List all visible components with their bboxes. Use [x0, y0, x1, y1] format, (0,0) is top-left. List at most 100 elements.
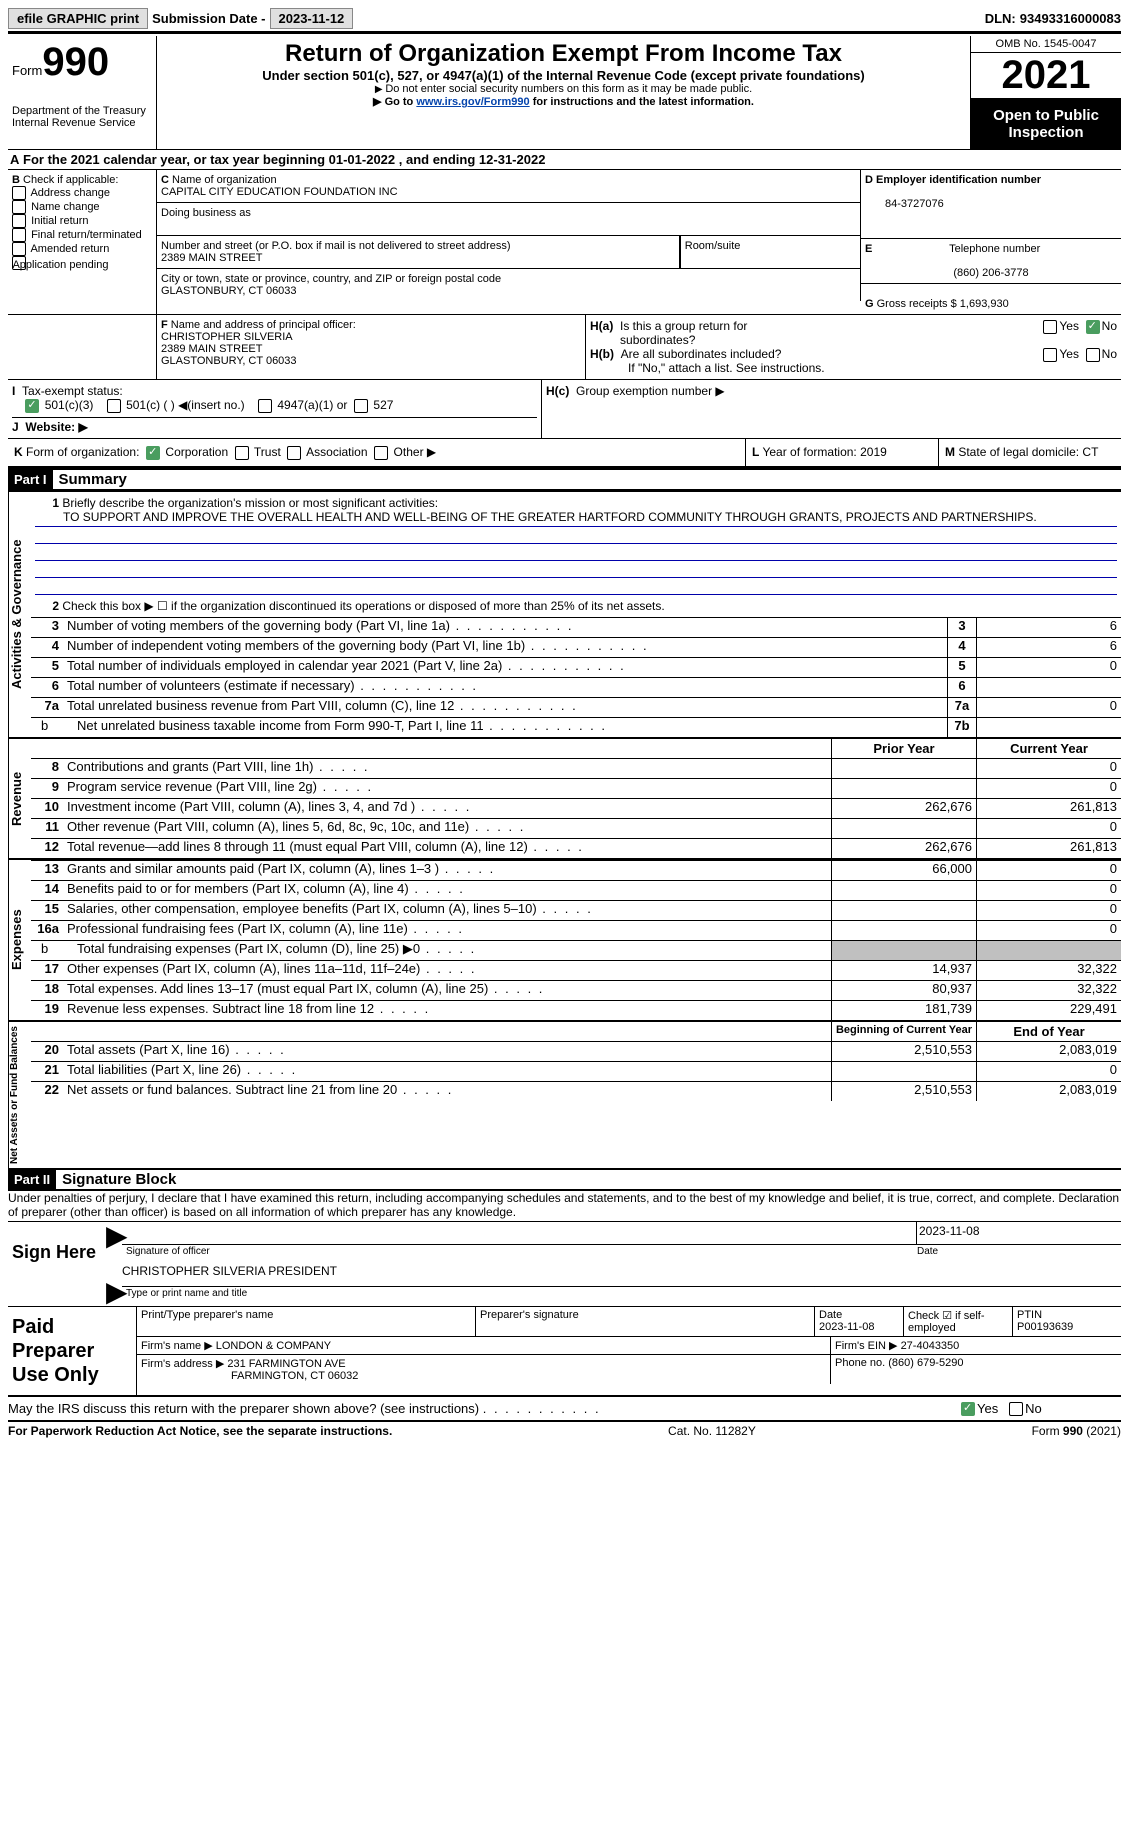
part2-tag: Part II [8, 1170, 56, 1189]
firm-name: LONDON & COMPANY [216, 1340, 331, 1352]
goto-suffix: for instructions and the latest informat… [530, 96, 754, 108]
hb-no[interactable] [1086, 348, 1100, 362]
table-row: 3 Number of voting members of the govern… [31, 617, 1121, 637]
b-label: Check if applicable: [23, 174, 118, 186]
tab-revenue: Revenue [8, 739, 31, 858]
cb-amended[interactable] [12, 242, 26, 256]
officer-addr1: 2389 MAIN STREET [161, 343, 262, 355]
cb-address-change[interactable] [12, 186, 26, 200]
hb-note: If "No," attach a list. See instructions… [590, 361, 1117, 375]
submission-date[interactable]: 2023-11-12 [270, 8, 354, 29]
ln1-label: Briefly describe the organization's miss… [62, 496, 438, 510]
col-end: End of Year [976, 1022, 1121, 1041]
prep-sig-label: Preparer's signature [480, 1309, 579, 1321]
city-label: City or town, state or province, country… [161, 273, 501, 285]
ha-yes[interactable] [1043, 320, 1057, 334]
l-label: Year of formation: [762, 445, 856, 459]
e-label: Telephone number [949, 243, 1040, 255]
cb-527[interactable] [354, 399, 368, 413]
sig-date-val: 2023-11-08 [916, 1222, 1121, 1244]
dept-label: Department of the Treasury Internal Reve… [12, 105, 152, 129]
cb-corp[interactable] [146, 446, 160, 460]
cb-501c[interactable] [107, 399, 121, 413]
ha-no[interactable] [1086, 320, 1100, 334]
i-label: Tax-exempt status: [22, 384, 123, 398]
table-row: 4 Number of independent voting members o… [31, 637, 1121, 657]
sig-officer-label: Signature of officer [122, 1245, 913, 1258]
hc-text: Group exemption number ▶ [576, 384, 725, 398]
part2-title: Signature Block [56, 1171, 176, 1188]
omb-number: OMB No. 1545-0047 [971, 36, 1121, 53]
part1-tag: Part I [8, 470, 53, 489]
sign-here-label: Sign Here [8, 1222, 106, 1306]
footer-catno: Cat. No. 11282Y [668, 1424, 756, 1438]
a-pre: For the 2021 calendar year, or tax year … [23, 152, 329, 167]
form-subtitle: Under section 501(c), 527, or 4947(a)(1)… [161, 68, 966, 83]
c-name-label: Name of organization [172, 174, 277, 186]
firm-ein: 27-4043350 [901, 1340, 960, 1352]
discuss-yes[interactable] [961, 1402, 975, 1416]
discuss-no[interactable] [1009, 1402, 1023, 1416]
table-row: b Total fundraising expenses (Part IX, c… [31, 940, 1121, 960]
cb-assoc[interactable] [287, 446, 301, 460]
cb-501c3[interactable] [25, 399, 39, 413]
sig-arrow-icon: ▶▶ [106, 1222, 122, 1306]
col-prior: Prior Year [831, 739, 976, 758]
ptin-label: PTIN [1017, 1309, 1042, 1321]
g-label: Gross receipts $ [877, 298, 957, 310]
table-row: 19 Revenue less expenses. Subtract line … [31, 1000, 1121, 1020]
efile-print-button[interactable]: efile GRAPHIC print [8, 8, 148, 29]
col-b: B Check if applicable: Address change Na… [8, 170, 157, 314]
hb-yes[interactable] [1043, 348, 1057, 362]
table-row: 8 Contributions and grants (Part VIII, l… [31, 758, 1121, 778]
org-addr: 2389 MAIN STREET [161, 252, 262, 264]
tab-governance: Activities & Governance [8, 492, 31, 737]
k-label: Form of organization: [26, 445, 139, 459]
dln-label: DLN: [985, 11, 1016, 26]
form-number: 990 [42, 40, 109, 84]
revenue-section: Revenue Prior Year Current Year 8 Contri… [8, 737, 1121, 858]
dba-label: Doing business as [161, 207, 251, 219]
footer-paperwork: For Paperwork Reduction Act Notice, see … [8, 1424, 392, 1438]
firm-phone: (860) 679-5290 [888, 1357, 963, 1369]
table-row: 11 Other revenue (Part VIII, column (A),… [31, 818, 1121, 838]
firm-addr2: FARMINGTON, CT 06032 [141, 1370, 358, 1382]
form-title: Return of Organization Exempt From Incom… [161, 40, 966, 68]
table-row: 14 Benefits paid to or for members (Part… [31, 880, 1121, 900]
cb-other[interactable] [374, 446, 388, 460]
table-row: 18 Total expenses. Add lines 13–17 (must… [31, 980, 1121, 1000]
firm-addr1: 231 FARMINGTON AVE [227, 1358, 345, 1370]
i-4947: 4947(a)(1) or [277, 398, 347, 412]
officer-name: CHRISTOPHER SILVERIA [161, 331, 293, 343]
top-bar: efile GRAPHIC print Submission Date - 20… [8, 8, 1121, 29]
part1-title: Summary [53, 471, 127, 488]
tax-year: 2021 [971, 53, 1121, 99]
a-begin: 01-01-2022 [329, 152, 396, 167]
tab-netassets: Net Assets or Fund Balances [8, 1022, 31, 1168]
cb-trust[interactable] [235, 446, 249, 460]
tab-expenses: Expenses [8, 860, 31, 1020]
gross-receipts: 1,693,930 [960, 298, 1009, 310]
preparer-label: Paid Preparer Use Only [8, 1307, 136, 1395]
ha-text: Is this a group return for subordinates? [620, 319, 820, 347]
cb-initial[interactable] [12, 214, 26, 228]
table-row: 9 Program service revenue (Part VIII, li… [31, 778, 1121, 798]
opt-final: Final return/terminated [31, 229, 142, 241]
type-name-label: Type or print name and title [122, 1287, 1121, 1300]
cb-final[interactable] [12, 228, 26, 242]
cb-4947[interactable] [258, 399, 272, 413]
d-label: Employer identification number [876, 174, 1041, 186]
footer-form: Form 990 (2021) [1032, 1424, 1121, 1438]
part2-header: Part II Signature Block [8, 1168, 1121, 1191]
cb-name-change[interactable] [12, 200, 26, 214]
room-label: Room/suite [685, 240, 741, 252]
signature-block: Under penalties of perjury, I declare th… [8, 1191, 1121, 1397]
k-other: Other ▶ [394, 445, 437, 459]
expenses-section: Expenses 13 Grants and similar amounts p… [8, 858, 1121, 1020]
yes-label: Yes [977, 1401, 998, 1416]
k-assoc: Association [306, 445, 367, 459]
part1-header: Part I Summary [8, 468, 1121, 491]
irs-link[interactable]: www.irs.gov/Form990 [416, 96, 529, 108]
table-row: 13 Grants and similar amounts paid (Part… [31, 860, 1121, 880]
form-header: Form990 Department of the Treasury Inter… [8, 36, 1121, 149]
